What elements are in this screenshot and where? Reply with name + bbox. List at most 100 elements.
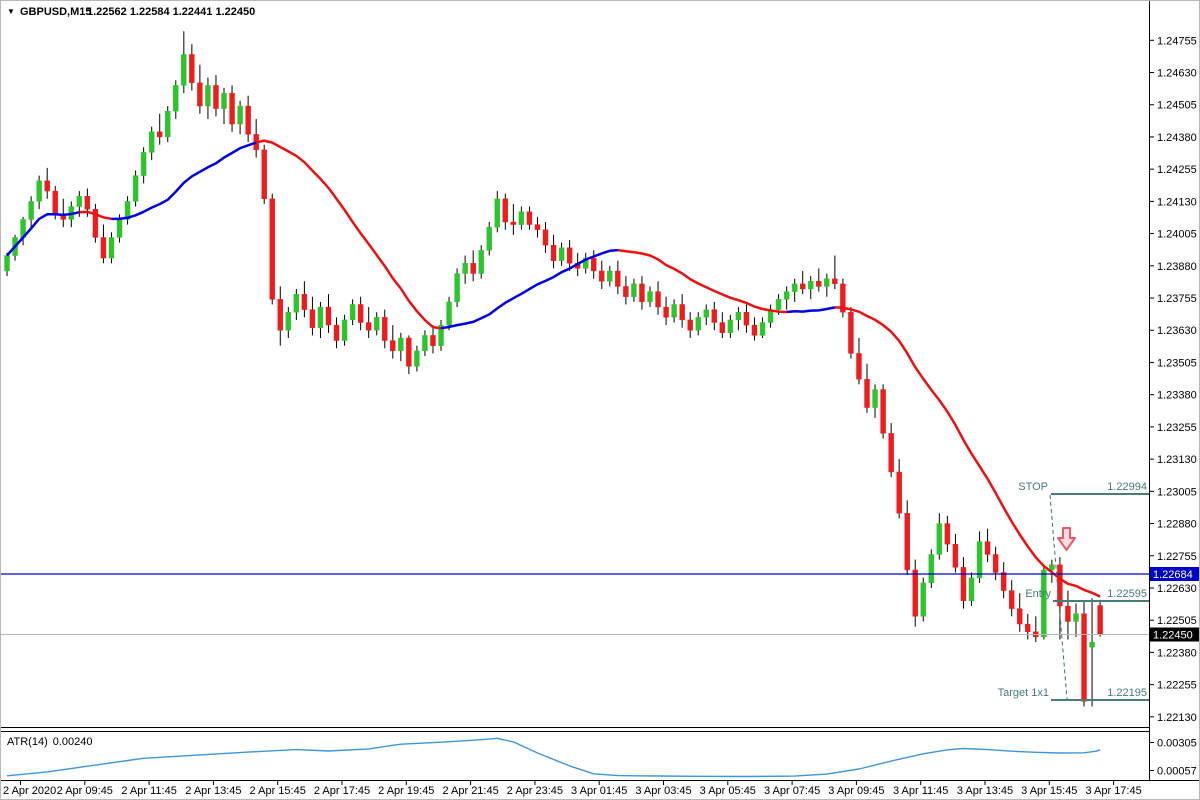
atr-polyline bbox=[6, 737, 1101, 778]
candle-down bbox=[534, 224, 541, 230]
candle-down bbox=[880, 389, 886, 434]
candle-down bbox=[888, 433, 894, 473]
stop-label[interactable]: STOP bbox=[1018, 481, 1048, 493]
candle-down bbox=[679, 304, 685, 321]
price-tick-label: 1.23130 bbox=[1157, 454, 1197, 466]
atr-indicator-line bbox=[6, 737, 1101, 778]
candle-down bbox=[1057, 564, 1063, 607]
ma-segment bbox=[617, 248, 787, 314]
time-tick-label: 3 Apr 17:45 bbox=[1085, 785, 1141, 797]
candle-up bbox=[221, 92, 227, 109]
candle-up bbox=[1041, 569, 1047, 638]
candle-up bbox=[181, 54, 187, 86]
price-tick-label: 1.23755 bbox=[1157, 293, 1197, 305]
price-tick-label: 1.23880 bbox=[1157, 261, 1197, 273]
candle-down bbox=[390, 340, 396, 352]
price-tick-label: 1.24630 bbox=[1157, 68, 1197, 80]
price-tick-label: 1.22505 bbox=[1157, 615, 1197, 627]
candle-up bbox=[791, 283, 798, 292]
time-tick-label: 2 Apr 09:45 bbox=[57, 785, 113, 797]
candle-down bbox=[301, 293, 308, 310]
candle-up bbox=[872, 389, 878, 408]
candle-down bbox=[269, 198, 275, 300]
candle-down bbox=[623, 286, 629, 297]
candle-up bbox=[936, 523, 943, 555]
time-tick-label: 2 Apr 19:45 bbox=[378, 785, 434, 797]
price-tick-label: 1.23505 bbox=[1157, 357, 1197, 369]
risk-reward-dashed-line[interactable] bbox=[1049, 494, 1068, 700]
price-tick-label: 1.24130 bbox=[1157, 196, 1197, 208]
collapse-icon[interactable]: ▼ bbox=[7, 7, 15, 16]
time-tick-label: 3 Apr 09:45 bbox=[828, 785, 884, 797]
price-tick-label: 1.22880 bbox=[1157, 519, 1197, 531]
candle-up bbox=[454, 273, 460, 303]
indicator-axis: 0.00305 0.00057 bbox=[1149, 738, 1197, 778]
candle-down bbox=[848, 312, 854, 354]
target-label[interactable]: Target 1x1 bbox=[998, 687, 1049, 699]
ma-segment bbox=[786, 306, 836, 314]
candle-up bbox=[462, 263, 468, 274]
ma-segment bbox=[255, 139, 442, 330]
candle-up bbox=[438, 324, 444, 346]
candle-up bbox=[494, 198, 500, 228]
candle-down bbox=[864, 379, 870, 408]
price-axis[interactable]: 1.24755 1.24630 1.24505 1.24380 1.24255 1.241… bbox=[1149, 35, 1197, 724]
candle-up bbox=[671, 304, 677, 318]
candle-up bbox=[478, 250, 484, 274]
candle-down bbox=[1017, 608, 1023, 625]
candle-down bbox=[245, 105, 251, 135]
candle-up bbox=[398, 337, 404, 352]
candle-down bbox=[711, 309, 717, 323]
candle-up bbox=[607, 270, 613, 282]
candle-down bbox=[333, 324, 340, 341]
candle-up bbox=[205, 85, 211, 107]
price-tick-label: 1.24755 bbox=[1157, 35, 1197, 47]
candle-down bbox=[157, 131, 163, 138]
ma-segment bbox=[440, 248, 619, 330]
candle-down bbox=[309, 309, 316, 328]
candle-down bbox=[984, 541, 991, 555]
candle-down bbox=[687, 319, 693, 331]
svg-text:1.22684: 1.22684 bbox=[1153, 569, 1193, 581]
candle-down bbox=[189, 54, 195, 84]
candle-down bbox=[261, 149, 267, 200]
candle-up bbox=[735, 312, 742, 321]
time-tick-label: 2 Apr 17:45 bbox=[314, 785, 370, 797]
candle-up bbox=[148, 131, 155, 153]
candle-up bbox=[928, 554, 935, 584]
candle-down bbox=[357, 304, 364, 323]
time-tick-label: 2 Apr 23:45 bbox=[507, 785, 563, 797]
candle-up bbox=[341, 319, 348, 341]
candle-down bbox=[1065, 605, 1071, 622]
time-tick-label: 3 Apr 15:45 bbox=[1021, 785, 1077, 797]
time-tick-label: 2 Apr 11:45 bbox=[121, 785, 176, 797]
entry-label[interactable]: Entry bbox=[1025, 588, 1051, 600]
candle-down bbox=[1008, 590, 1015, 609]
candle-up bbox=[165, 110, 171, 138]
price-tick-label: 1.24255 bbox=[1157, 164, 1197, 176]
candle-down bbox=[904, 513, 910, 571]
price-tick-label: 1.22755 bbox=[1157, 551, 1197, 563]
time-tick-label: 3 Apr 11:45 bbox=[893, 785, 948, 797]
candle-up bbox=[968, 577, 975, 602]
candle-up bbox=[1073, 613, 1079, 622]
candle-up bbox=[1089, 641, 1095, 648]
candle-down bbox=[1097, 605, 1103, 635]
moving-average-line bbox=[6, 139, 1101, 598]
candle-up bbox=[317, 306, 324, 328]
candle-up bbox=[285, 312, 292, 331]
time-tick-label: 2 Apr 2020 bbox=[3, 785, 56, 797]
candle-down bbox=[960, 567, 967, 602]
time-axis[interactable]: 2 Apr 2020 2 Apr 09:45 2 Apr 11:45 2 Apr 13… bbox=[3, 780, 1142, 797]
candle-up bbox=[140, 152, 147, 176]
sell-arrow-icon[interactable] bbox=[1057, 527, 1076, 551]
candle-down bbox=[542, 229, 549, 246]
candle-up bbox=[293, 293, 300, 313]
candle-down bbox=[1025, 623, 1031, 632]
atr-axis-low: 0.00057 bbox=[1157, 766, 1197, 778]
candle-up bbox=[759, 322, 766, 336]
candle-down bbox=[277, 299, 283, 331]
candle-down bbox=[816, 281, 822, 287]
candle-up bbox=[422, 335, 428, 352]
